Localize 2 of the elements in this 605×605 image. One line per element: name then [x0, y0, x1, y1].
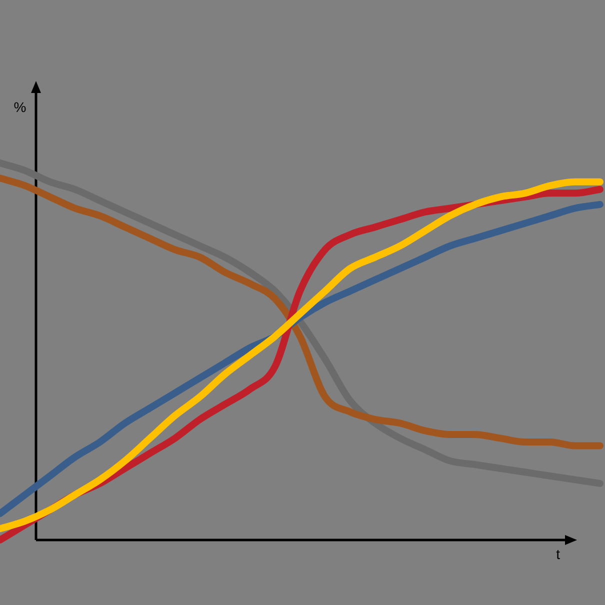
x-axis-title: t	[556, 546, 560, 562]
y-axis-title: %	[14, 98, 26, 115]
